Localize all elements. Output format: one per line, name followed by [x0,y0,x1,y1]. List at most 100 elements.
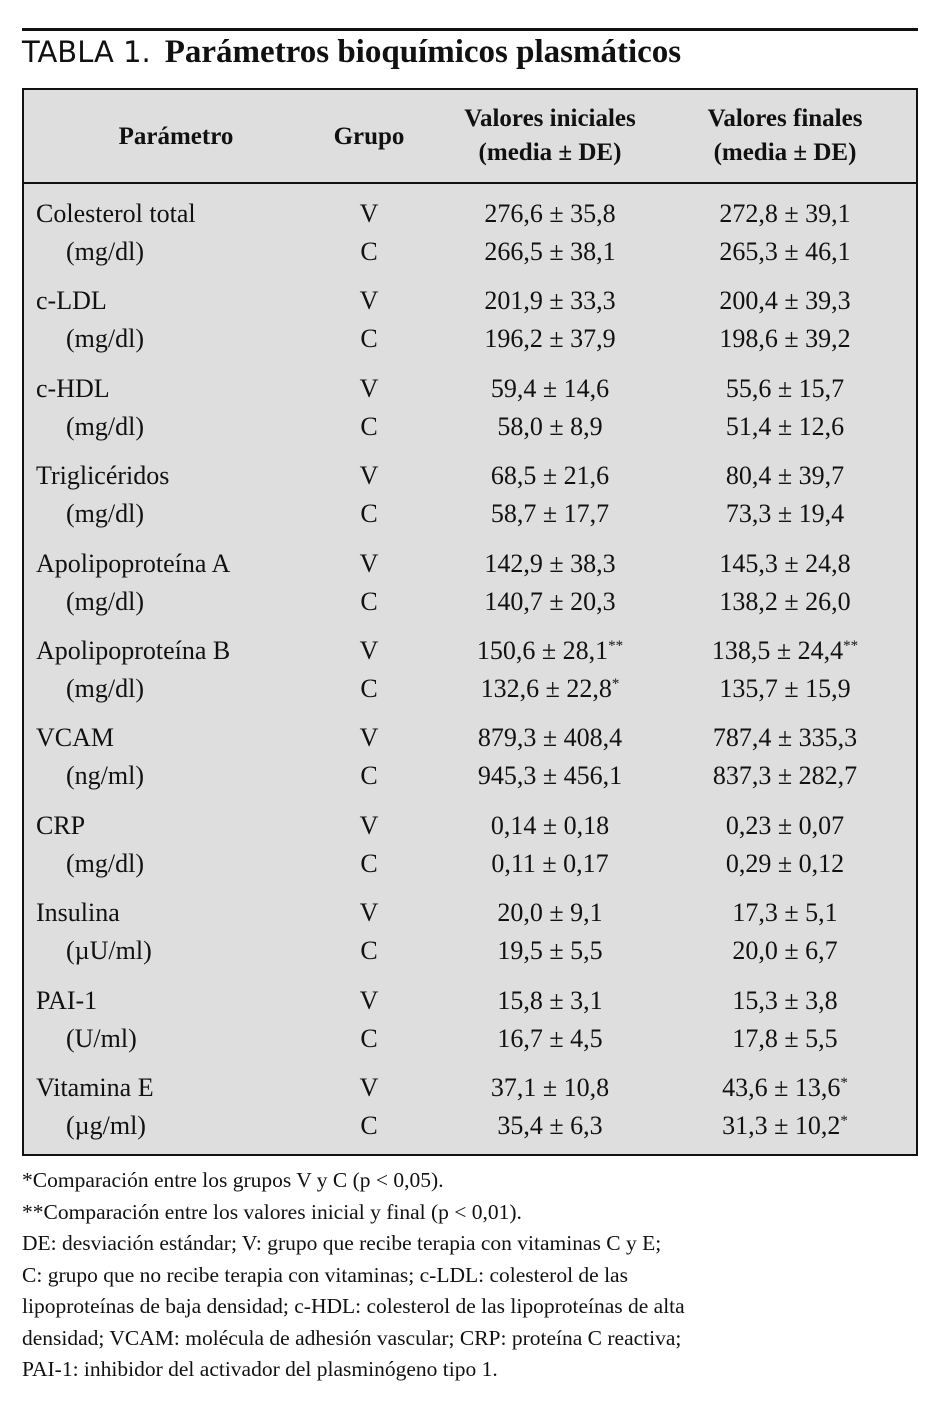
footnote: C: grupo que no recibe terapia con vitam… [22,1262,628,1287]
unit: (ng/ml) [66,761,144,791]
value: 138,2 ± 26,0 [719,586,851,616]
parameter: Apolipoproteína A [36,548,231,578]
value: 140,7 ± 20,3 [484,586,616,616]
note-mark: ** [843,638,859,654]
value-cell: 17,3 ± 5,1 [732,898,837,928]
value: 276,6 ± 35,8 [484,199,616,228]
value: 68,5 ± 21,6 [490,461,610,491]
value-cell: 58,7 ± 17,7 [491,499,609,529]
group: C [360,1023,378,1053]
value-cell: 16,7 ± 4,5 [497,1024,602,1054]
column-header: Parámetro [119,120,234,154]
value-cell: 138,5 ± 24,4** [712,636,858,666]
unit: (mg/dl) [66,848,144,878]
value-cell: 140,7 ± 20,3 [484,587,615,617]
parameter: Apolipoproteína B [36,636,231,665]
value-cell: 276,6 ± 35,8 [484,199,615,229]
value-cell: 31,3 ± 10,2* [722,1111,848,1141]
table-label: TABLA 1. [22,35,151,69]
footnote: PAI-1: inhibidor del activador del plasm… [22,1357,498,1381]
value: 787,4 ± 335,3 [712,723,858,753]
value: 142,9 ± 38,3 [484,548,616,578]
note-mark: * [840,1075,848,1091]
parameter: Insulina [36,898,120,928]
group: V [359,199,379,228]
value: 150,6 ± 28,1 [476,636,609,665]
value-cell: 145,3 ± 24,8 [719,549,850,579]
group: V [359,286,379,316]
value: 80,4 ± 39,7 [725,461,845,491]
column-title: Parámetro [118,123,234,150]
value-cell: 0,11 ± 0,17 [491,849,608,879]
value-cell: 55,6 ± 15,7 [726,374,844,404]
value: 879,3 ± 408,4 [477,723,623,753]
value: 51,4 ± 12,6 [725,411,845,441]
value-cell: 787,4 ± 335,3 [713,723,857,753]
group: V [359,898,379,928]
group: C [360,586,378,616]
value-cell: 837,3 ± 282,7 [713,761,857,791]
footnote: *Comparación entre los grupos V y C (p <… [22,1168,444,1192]
value: 15,3 ± 3,8 [732,985,838,1015]
footnote: DE: desviación estándar; V: grupo que re… [22,1231,662,1255]
unit: (mg/dl) [66,411,144,441]
value-cell: 142,9 ± 38,3 [484,549,615,579]
parameter: CRP [36,810,86,840]
value: 20,0 ± 6,7 [732,936,838,966]
value-cell: 272,8 ± 39,1 [719,199,850,229]
value: 58,7 ± 17,7 [490,499,610,529]
unit: (mg/dl) [66,237,144,266]
value: 31,3 ± 10,2 [722,1111,841,1140]
value-cell: 19,5 ± 5,5 [497,936,602,966]
value-cell: 200,4 ± 39,3 [719,286,850,316]
value: 138,5 ± 24,4 [711,636,844,665]
value-cell: 37,1 ± 10,8 [491,1073,609,1103]
unit: (µU/ml) [66,936,152,966]
value: 200,4 ± 39,3 [719,286,851,316]
value-cell: 20,0 ± 9,1 [497,898,602,928]
top-rule [22,28,918,31]
value-cell: 198,6 ± 39,2 [719,324,850,354]
note-mark: * [611,676,620,692]
value-cell: 266,5 ± 38,1 [484,237,615,267]
value: 35,4 ± 6,3 [497,1111,603,1140]
footnote: **Comparación entre los valores inicial … [22,1199,522,1224]
group: V [359,636,379,665]
parameter: c-LDL [36,286,107,316]
group: V [359,723,379,753]
value: 266,5 ± 38,1 [484,237,616,266]
column-note: (media ± DE) [478,139,622,166]
value-cell: 150,6 ± 28,1** [477,636,623,666]
value: 59,4 ± 14,6 [490,373,610,403]
column-title: Valores finales [707,105,863,132]
value-cell: 201,9 ± 33,3 [484,286,615,316]
group: V [359,985,379,1015]
table-header: Parámetro Grupo Valores iniciales (media ± … [24,90,916,184]
unit: (mg/dl) [66,324,144,354]
value-cell: 0,14 ± 0,18 [491,811,609,841]
value-cell: 135,7 ± 15,9 [719,674,850,704]
value: 15,8 ± 3,1 [497,985,603,1015]
unit: (µg/ml) [66,1111,146,1140]
parameter: Triglicéridos [36,461,170,491]
value-cell: 0,29 ± 0,12 [726,849,844,879]
group: V [359,373,379,403]
value: 0,23 ± 0,07 [725,810,845,840]
group: V [359,810,379,840]
value: 55,6 ± 15,7 [725,373,845,403]
value: 837,3 ± 282,7 [712,761,858,791]
value-cell: 51,4 ± 12,6 [726,412,844,442]
value-cell: 945,3 ± 456,1 [478,761,622,791]
value: 19,5 ± 5,5 [497,936,603,966]
parameter: PAI-1 [36,985,98,1015]
value: 132,6 ± 22,8 [480,674,612,703]
table-title: TABLA 1. Parámetros bioquímicos plasmátic… [22,34,681,71]
value: 265,3 ± 46,1 [719,237,851,266]
group: C [360,324,378,354]
group: C [360,848,378,878]
value: 272,8 ± 39,1 [719,199,851,228]
value: 73,3 ± 19,4 [725,499,845,529]
value: 37,1 ± 10,8 [490,1073,610,1102]
value-cell: 80,4 ± 39,7 [726,461,844,491]
